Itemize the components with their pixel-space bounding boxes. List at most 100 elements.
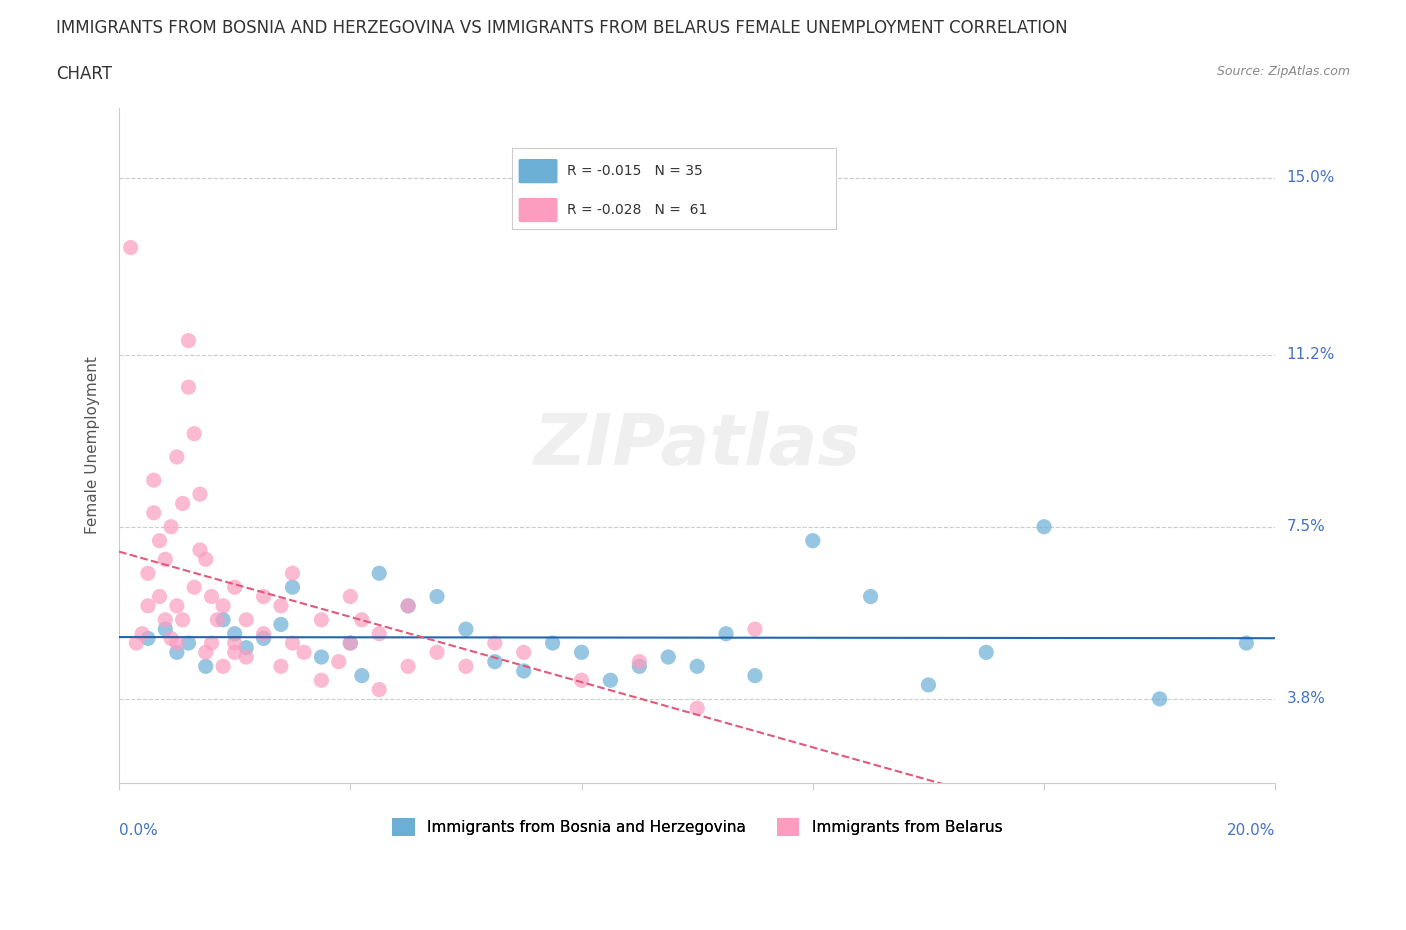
Point — [714, 626, 737, 641]
Point — [270, 658, 292, 673]
Point — [917, 677, 939, 692]
Point — [200, 635, 222, 650]
Point — [396, 598, 419, 613]
Point — [183, 579, 205, 594]
Point — [744, 621, 766, 636]
Point — [744, 668, 766, 683]
Point — [166, 635, 188, 650]
Point — [160, 631, 183, 645]
Point — [426, 589, 449, 604]
Point — [270, 617, 292, 631]
Text: ZIPatlas: ZIPatlas — [533, 411, 860, 480]
Text: CHART: CHART — [56, 65, 112, 83]
Y-axis label: Female Unemployment: Female Unemployment — [86, 356, 100, 534]
Point — [339, 635, 361, 650]
Point — [426, 644, 449, 659]
Point — [207, 612, 229, 627]
Point — [155, 551, 177, 566]
Point — [368, 565, 391, 580]
Point — [120, 240, 142, 255]
Point — [166, 449, 188, 464]
Point — [224, 579, 246, 594]
Point — [484, 654, 506, 669]
Point — [311, 612, 333, 627]
Text: 7.5%: 7.5% — [1286, 519, 1324, 534]
Point — [194, 658, 217, 673]
Point — [628, 658, 651, 673]
Point — [328, 654, 350, 669]
Point — [155, 612, 177, 627]
Point — [512, 663, 534, 678]
Text: 20.0%: 20.0% — [1227, 823, 1275, 838]
Point — [281, 635, 304, 650]
Point — [200, 589, 222, 604]
Point — [252, 626, 274, 641]
Point — [235, 612, 257, 627]
Point — [801, 533, 824, 548]
Point — [125, 635, 148, 650]
Point — [571, 644, 593, 659]
Point — [148, 589, 170, 604]
Text: 3.8%: 3.8% — [1286, 691, 1326, 707]
Point — [252, 631, 274, 645]
Point — [454, 621, 477, 636]
Point — [177, 333, 200, 348]
Point — [339, 589, 361, 604]
Point — [454, 658, 477, 673]
Point — [183, 426, 205, 441]
Point — [224, 635, 246, 650]
Point — [155, 621, 177, 636]
Point — [1234, 635, 1257, 650]
Point — [541, 635, 564, 650]
Point — [974, 644, 997, 659]
Point — [177, 635, 200, 650]
Point — [270, 598, 292, 613]
Point — [188, 542, 211, 557]
Point — [339, 635, 361, 650]
Point — [396, 598, 419, 613]
Point — [142, 472, 165, 487]
Point — [859, 589, 882, 604]
Point — [224, 626, 246, 641]
Point — [1033, 519, 1056, 534]
Point — [194, 551, 217, 566]
Point — [177, 379, 200, 394]
Point — [281, 565, 304, 580]
Text: Source: ZipAtlas.com: Source: ZipAtlas.com — [1216, 65, 1350, 78]
Text: 15.0%: 15.0% — [1286, 170, 1334, 185]
Point — [194, 644, 217, 659]
Point — [368, 626, 391, 641]
Legend: Immigrants from Bosnia and Herzegovina, Immigrants from Belarus: Immigrants from Bosnia and Herzegovina, … — [385, 812, 1008, 843]
Point — [628, 654, 651, 669]
Point — [1149, 691, 1171, 706]
Point — [311, 672, 333, 687]
Point — [484, 635, 506, 650]
Point — [235, 649, 257, 664]
Point — [599, 672, 621, 687]
Point — [350, 612, 373, 627]
Point — [657, 649, 679, 664]
Point — [281, 579, 304, 594]
Point — [172, 496, 194, 511]
Point — [212, 612, 235, 627]
Point — [136, 598, 159, 613]
Point — [686, 700, 709, 715]
Point — [166, 598, 188, 613]
Point — [172, 612, 194, 627]
Point — [235, 640, 257, 655]
Point — [212, 658, 235, 673]
Point — [224, 644, 246, 659]
Point — [212, 598, 235, 613]
Point — [571, 672, 593, 687]
Point — [166, 644, 188, 659]
Point — [160, 519, 183, 534]
Point — [368, 682, 391, 697]
Text: 11.2%: 11.2% — [1286, 347, 1334, 362]
Point — [311, 649, 333, 664]
Point — [188, 486, 211, 501]
Text: 0.0%: 0.0% — [120, 823, 157, 838]
Point — [292, 644, 315, 659]
Point — [350, 668, 373, 683]
Point — [131, 626, 153, 641]
Point — [512, 644, 534, 659]
